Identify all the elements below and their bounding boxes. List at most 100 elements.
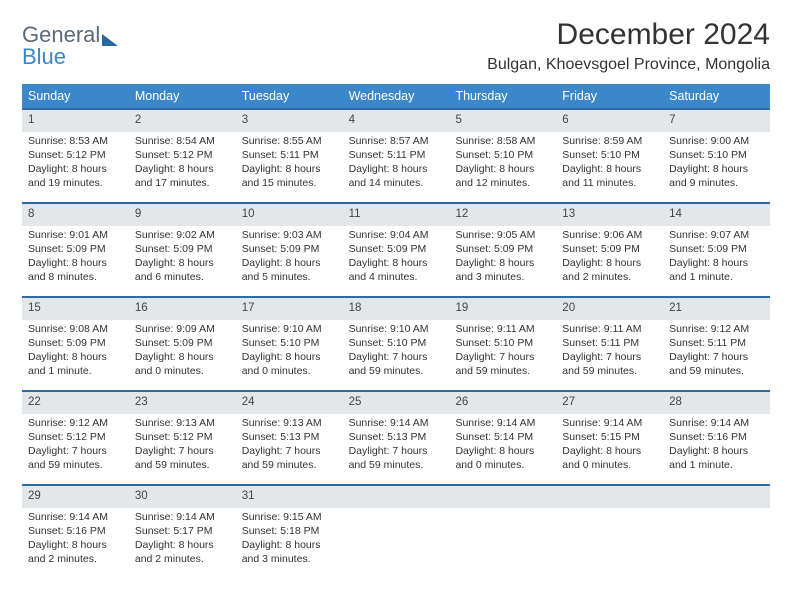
day-cell: 18Sunrise: 9:10 AMSunset: 5:10 PMDayligh… xyxy=(343,298,450,390)
day-body: Sunrise: 9:13 AMSunset: 5:13 PMDaylight:… xyxy=(236,414,343,473)
day-number: 2 xyxy=(129,110,236,132)
day-cell: 13Sunrise: 9:06 AMSunset: 5:09 PMDayligh… xyxy=(556,204,663,296)
sunrise-line: Sunrise: 9:04 AM xyxy=(349,228,444,242)
sunset-line: Sunset: 5:09 PM xyxy=(455,242,550,256)
logo-triangle-icon xyxy=(102,34,118,46)
day-number: 18 xyxy=(343,298,450,320)
day-number: 25 xyxy=(343,392,450,414)
daylight-line: Daylight: 8 hours xyxy=(135,350,230,364)
sunset-line: Sunset: 5:09 PM xyxy=(669,242,764,256)
day-cell: 16Sunrise: 9:09 AMSunset: 5:09 PMDayligh… xyxy=(129,298,236,390)
day-number: 10 xyxy=(236,204,343,226)
daylight-line: and 3 minutes. xyxy=(242,552,337,566)
day-number: 29 xyxy=(22,486,129,508)
day-cell: 4Sunrise: 8:57 AMSunset: 5:11 PMDaylight… xyxy=(343,110,450,202)
day-number: 8 xyxy=(22,204,129,226)
day-cell: 8Sunrise: 9:01 AMSunset: 5:09 PMDaylight… xyxy=(22,204,129,296)
daylight-line: Daylight: 7 hours xyxy=(669,350,764,364)
day-body: Sunrise: 9:14 AMSunset: 5:15 PMDaylight:… xyxy=(556,414,663,473)
sunset-line: Sunset: 5:10 PM xyxy=(669,148,764,162)
day-cell: . xyxy=(663,486,770,578)
daylight-line: and 2 minutes. xyxy=(135,552,230,566)
sunrise-line: Sunrise: 9:09 AM xyxy=(135,322,230,336)
day-number: 16 xyxy=(129,298,236,320)
sunset-line: Sunset: 5:18 PM xyxy=(242,524,337,538)
daylight-line: Daylight: 8 hours xyxy=(135,256,230,270)
sunset-line: Sunset: 5:09 PM xyxy=(562,242,657,256)
day-body: Sunrise: 9:14 AMSunset: 5:16 PMDaylight:… xyxy=(22,508,129,567)
sunrise-line: Sunrise: 9:05 AM xyxy=(455,228,550,242)
daylight-line: and 59 minutes. xyxy=(669,364,764,378)
sunrise-line: Sunrise: 8:55 AM xyxy=(242,134,337,148)
day-number: 5 xyxy=(449,110,556,132)
week-row: 22Sunrise: 9:12 AMSunset: 5:12 PMDayligh… xyxy=(22,390,770,484)
sunrise-line: Sunrise: 9:15 AM xyxy=(242,510,337,524)
week-row: 1Sunrise: 8:53 AMSunset: 5:12 PMDaylight… xyxy=(22,108,770,202)
day-body: Sunrise: 9:02 AMSunset: 5:09 PMDaylight:… xyxy=(129,226,236,285)
sunrise-line: Sunrise: 9:01 AM xyxy=(28,228,123,242)
dayhead-monday: Monday xyxy=(129,84,236,108)
daylight-line: and 2 minutes. xyxy=(562,270,657,284)
daylight-line: and 12 minutes. xyxy=(455,176,550,190)
daylight-line: Daylight: 8 hours xyxy=(455,444,550,458)
day-number: 19 xyxy=(449,298,556,320)
sunrise-line: Sunrise: 9:13 AM xyxy=(242,416,337,430)
day-body: Sunrise: 9:00 AMSunset: 5:10 PMDaylight:… xyxy=(663,132,770,191)
day-body: Sunrise: 8:57 AMSunset: 5:11 PMDaylight:… xyxy=(343,132,450,191)
calendar: Sunday Monday Tuesday Wednesday Thursday… xyxy=(22,84,770,578)
logo-text: General Blue xyxy=(22,24,118,68)
sunset-line: Sunset: 5:17 PM xyxy=(135,524,230,538)
daylight-line: and 11 minutes. xyxy=(562,176,657,190)
dayhead-friday: Friday xyxy=(556,84,663,108)
sunset-line: Sunset: 5:11 PM xyxy=(349,148,444,162)
location-subtitle: Bulgan, Khoevsgoel Province, Mongolia xyxy=(487,56,770,74)
day-cell: 23Sunrise: 9:13 AMSunset: 5:12 PMDayligh… xyxy=(129,392,236,484)
day-number: 6 xyxy=(556,110,663,132)
dayhead-tuesday: Tuesday xyxy=(236,84,343,108)
daylight-line: and 59 minutes. xyxy=(455,364,550,378)
day-body: Sunrise: 9:14 AMSunset: 5:17 PMDaylight:… xyxy=(129,508,236,567)
day-number: 20 xyxy=(556,298,663,320)
day-number: 23 xyxy=(129,392,236,414)
daylight-line: and 59 minutes. xyxy=(562,364,657,378)
logo: General Blue xyxy=(22,18,118,68)
daylight-line: and 3 minutes. xyxy=(455,270,550,284)
sunrise-line: Sunrise: 9:14 AM xyxy=(135,510,230,524)
daylight-line: and 19 minutes. xyxy=(28,176,123,190)
day-body: Sunrise: 9:06 AMSunset: 5:09 PMDaylight:… xyxy=(556,226,663,285)
day-body: Sunrise: 9:10 AMSunset: 5:10 PMDaylight:… xyxy=(343,320,450,379)
day-cell: 19Sunrise: 9:11 AMSunset: 5:10 PMDayligh… xyxy=(449,298,556,390)
daylight-line: and 8 minutes. xyxy=(28,270,123,284)
page-title: December 2024 xyxy=(487,18,770,52)
day-cell: 30Sunrise: 9:14 AMSunset: 5:17 PMDayligh… xyxy=(129,486,236,578)
daylight-line: Daylight: 8 hours xyxy=(562,256,657,270)
dayhead-wednesday: Wednesday xyxy=(343,84,450,108)
daylight-line: Daylight: 7 hours xyxy=(135,444,230,458)
daylight-line: and 1 minute. xyxy=(669,458,764,472)
day-cell: 1Sunrise: 8:53 AMSunset: 5:12 PMDaylight… xyxy=(22,110,129,202)
dayhead-saturday: Saturday xyxy=(663,84,770,108)
sunset-line: Sunset: 5:12 PM xyxy=(28,148,123,162)
sunset-line: Sunset: 5:10 PM xyxy=(455,336,550,350)
sunset-line: Sunset: 5:12 PM xyxy=(135,148,230,162)
day-body: Sunrise: 9:14 AMSunset: 5:16 PMDaylight:… xyxy=(663,414,770,473)
daylight-line: and 59 minutes. xyxy=(135,458,230,472)
day-number: 28 xyxy=(663,392,770,414)
daylight-line: and 59 minutes. xyxy=(349,364,444,378)
sunrise-line: Sunrise: 8:54 AM xyxy=(135,134,230,148)
day-number: . xyxy=(663,486,770,508)
daylight-line: and 59 minutes. xyxy=(242,458,337,472)
day-body: Sunrise: 9:10 AMSunset: 5:10 PMDaylight:… xyxy=(236,320,343,379)
daylight-line: Daylight: 8 hours xyxy=(242,538,337,552)
day-number: 13 xyxy=(556,204,663,226)
day-number: 7 xyxy=(663,110,770,132)
daylight-line: Daylight: 7 hours xyxy=(242,444,337,458)
daylight-line: Daylight: 8 hours xyxy=(28,256,123,270)
sunset-line: Sunset: 5:09 PM xyxy=(28,336,123,350)
sunrise-line: Sunrise: 9:14 AM xyxy=(455,416,550,430)
day-number: 3 xyxy=(236,110,343,132)
day-cell: 10Sunrise: 9:03 AMSunset: 5:09 PMDayligh… xyxy=(236,204,343,296)
day-body: Sunrise: 8:55 AMSunset: 5:11 PMDaylight:… xyxy=(236,132,343,191)
sunset-line: Sunset: 5:12 PM xyxy=(135,430,230,444)
daylight-line: and 9 minutes. xyxy=(669,176,764,190)
